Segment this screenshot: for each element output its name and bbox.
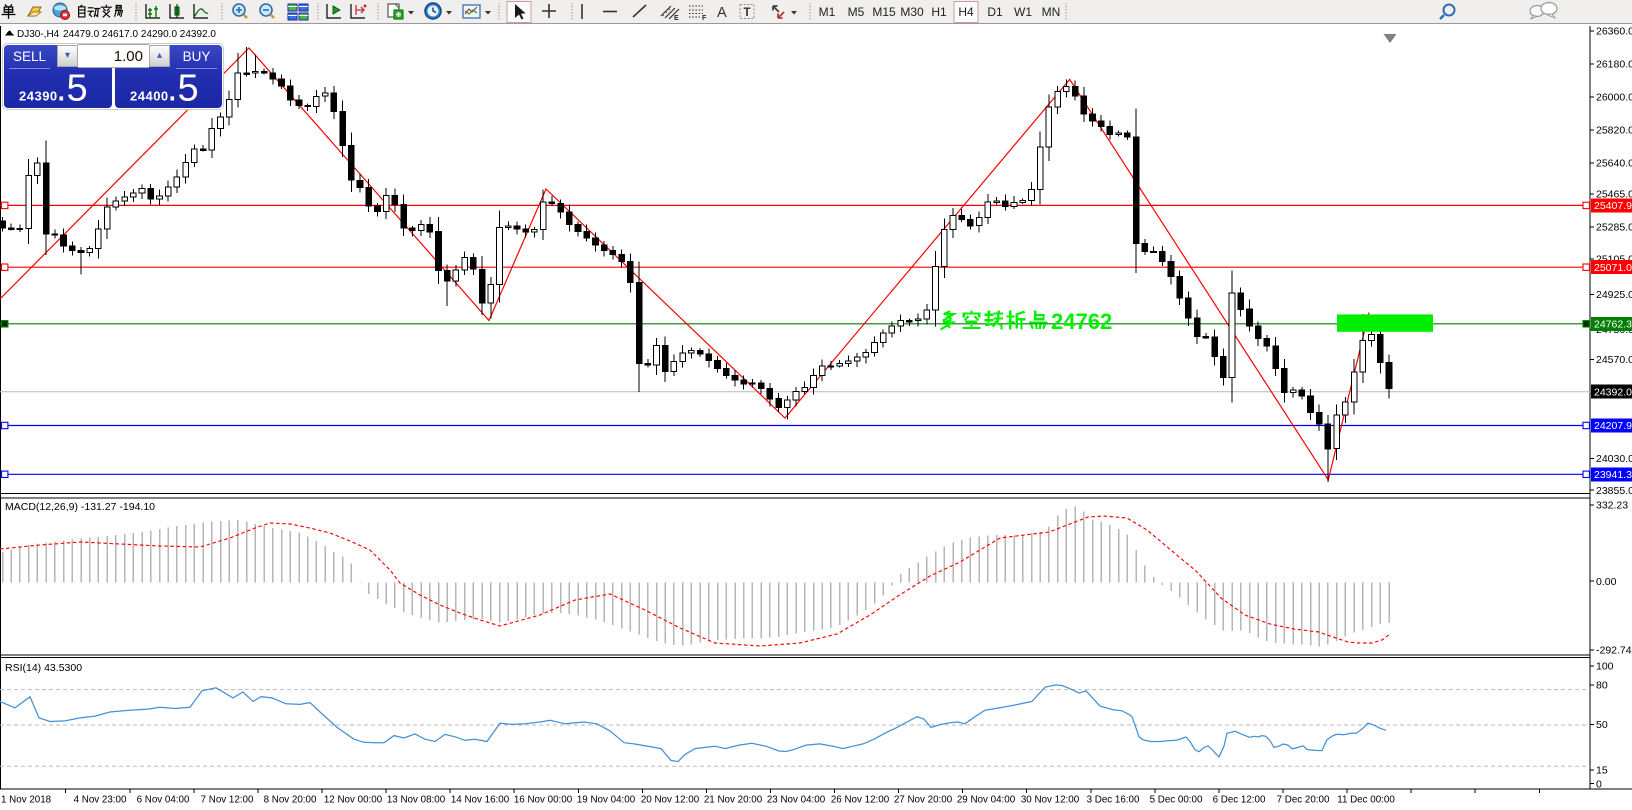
svg-text:24570.0: 24570.0	[1596, 354, 1632, 366]
svg-text:20 Nov 12:00: 20 Nov 12:00	[641, 795, 700, 806]
svg-text:-292.74: -292.74	[1596, 645, 1632, 657]
svg-text:24762.3: 24762.3	[1594, 319, 1632, 331]
svg-text:RSI(14) 43.5300: RSI(14) 43.5300	[5, 662, 82, 674]
svg-text:3 Dec 16:00: 3 Dec 16:00	[1087, 795, 1140, 806]
svg-text:25285.0: 25285.0	[1596, 222, 1632, 234]
svg-text:100: 100	[1596, 661, 1614, 673]
svg-text:M1: M1	[819, 5, 836, 19]
svg-text:26360.0: 26360.0	[1596, 26, 1632, 38]
svg-text:24390: 24390	[19, 88, 58, 103]
svg-text:26000.0: 26000.0	[1596, 92, 1632, 104]
svg-text:25407.9: 25407.9	[1594, 200, 1632, 212]
svg-text:21 Nov 20:00: 21 Nov 20:00	[704, 795, 763, 806]
svg-text:23855.0: 23855.0	[1596, 485, 1632, 497]
svg-text:15: 15	[1596, 765, 1608, 777]
svg-text:F: F	[702, 15, 707, 22]
svg-text:24400: 24400	[130, 88, 169, 103]
svg-text:13 Nov 08:00: 13 Nov 08:00	[387, 795, 446, 806]
svg-text:D1: D1	[987, 5, 1003, 19]
svg-text:.5: .5	[56, 67, 88, 109]
svg-text:DJ30-,H4: DJ30-,H4	[17, 29, 60, 40]
svg-text:14 Nov 16:00: 14 Nov 16:00	[451, 795, 510, 806]
svg-text:MN: MN	[1042, 5, 1061, 19]
svg-text:T: T	[744, 7, 751, 19]
svg-text:50: 50	[1596, 719, 1608, 731]
svg-text:25640.0: 25640.0	[1596, 158, 1632, 170]
svg-text:26 Nov 12:00: 26 Nov 12:00	[831, 795, 890, 806]
svg-text:27 Nov 20:00: 27 Nov 20:00	[894, 795, 953, 806]
svg-text:25465.0: 25465.0	[1596, 189, 1632, 201]
svg-text:A: A	[717, 5, 727, 21]
svg-text:M5: M5	[848, 5, 865, 19]
svg-text:6 Nov 04:00: 6 Nov 04:00	[137, 795, 190, 806]
svg-text:0: 0	[1596, 778, 1602, 790]
svg-text:80: 80	[1596, 680, 1608, 692]
svg-text:0.00: 0.00	[1596, 576, 1617, 588]
svg-text:24925.0: 24925.0	[1596, 289, 1632, 301]
svg-text:8 Nov 20:00: 8 Nov 20:00	[264, 795, 317, 806]
svg-text:26180.0: 26180.0	[1596, 59, 1632, 71]
svg-text:23941.3: 23941.3	[1594, 469, 1632, 481]
svg-text:11 Dec 00:00: 11 Dec 00:00	[1337, 795, 1395, 806]
svg-text:25820.0: 25820.0	[1596, 125, 1632, 137]
svg-text:30 Nov 12:00: 30 Nov 12:00	[1021, 795, 1080, 806]
svg-text:24479.0 24617.0 24290.0 24392.: 24479.0 24617.0 24290.0 24392.0	[63, 29, 216, 40]
svg-text:24762: 24762	[1051, 309, 1112, 334]
svg-text:MACD(12,26,9) -131.27 -194.10: MACD(12,26,9) -131.27 -194.10	[5, 501, 155, 513]
svg-text:M15: M15	[872, 5, 896, 19]
svg-text:M30: M30	[900, 5, 924, 19]
svg-text:5 Dec 00:00: 5 Dec 00:00	[1150, 795, 1203, 806]
svg-text:24207.9: 24207.9	[1594, 420, 1632, 432]
svg-text:19 Nov 04:00: 19 Nov 04:00	[577, 795, 636, 806]
svg-text:H4: H4	[958, 5, 974, 19]
svg-text:W1: W1	[1014, 5, 1032, 19]
svg-text:H1: H1	[931, 5, 947, 19]
svg-text:6 Dec 12:00: 6 Dec 12:00	[1213, 795, 1266, 806]
svg-text:7 Nov 12:00: 7 Nov 12:00	[201, 795, 254, 806]
svg-text:12 Nov 00:00: 12 Nov 00:00	[324, 795, 383, 806]
svg-text:E: E	[674, 15, 679, 22]
svg-text:24392.0: 24392.0	[1594, 386, 1632, 398]
svg-text:16 Nov 00:00: 16 Nov 00:00	[514, 795, 573, 806]
svg-text:23 Nov 04:00: 23 Nov 04:00	[767, 795, 826, 806]
svg-text:.5: .5	[167, 67, 199, 109]
svg-text:332.23: 332.23	[1596, 500, 1628, 512]
svg-text:25071.0: 25071.0	[1594, 262, 1632, 274]
svg-text:24030.0: 24030.0	[1596, 453, 1632, 465]
svg-text:7 Dec 20:00: 7 Dec 20:00	[1277, 795, 1330, 806]
svg-text:4 Nov 23:00: 4 Nov 23:00	[74, 795, 127, 806]
svg-text:1 Nov 2018: 1 Nov 2018	[1, 795, 52, 806]
svg-text:29 Nov 04:00: 29 Nov 04:00	[957, 795, 1016, 806]
